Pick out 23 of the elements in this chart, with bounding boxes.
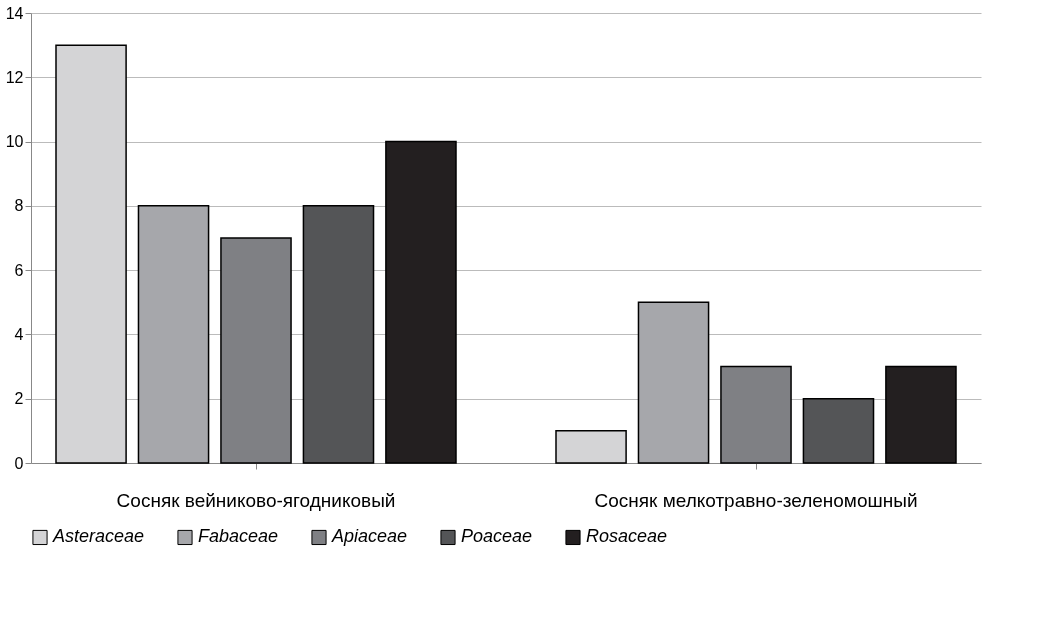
legend-label: Rosaceae <box>586 526 668 547</box>
y-tick-label: 14 <box>5 4 24 22</box>
bar <box>637 301 710 464</box>
bar <box>302 205 375 464</box>
y-tick-label: 6 <box>14 261 24 279</box>
x-tick-label: Сосняк мелкотравно-зеленомошный <box>594 489 918 511</box>
bar <box>885 365 957 464</box>
y-tick-label: 10 <box>5 133 24 151</box>
bar <box>385 140 457 464</box>
y-tick-label: 2 <box>14 390 24 408</box>
legend-label: Asteraceae <box>52 526 145 547</box>
y-tick-label: 4 <box>14 325 24 343</box>
bar <box>555 430 627 464</box>
legend-label: Apiaceae <box>331 526 408 547</box>
bar <box>55 44 127 464</box>
y-tick-label: 0 <box>14 454 24 472</box>
y-tick-label: 12 <box>5 68 24 86</box>
bar <box>137 205 210 464</box>
x-tick-label: Сосняк вейниково-ягодниковый <box>116 489 396 511</box>
legend-label: Poaceae <box>461 526 533 547</box>
legend-label: Fabaceae <box>198 526 279 547</box>
bar <box>802 397 875 464</box>
y-tick-label: 8 <box>14 197 24 215</box>
